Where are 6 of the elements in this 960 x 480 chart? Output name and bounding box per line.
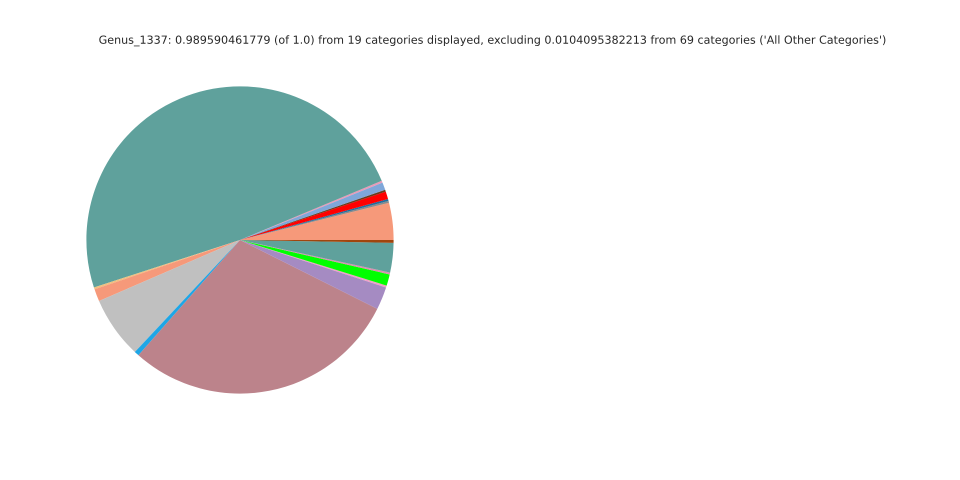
text: Genus_1337: 0.989590461779 (of 1.0) from 19 categories displayed, excluding 0.0104095382213 from 69 categories ('All Other Categories') xyxy=(99,35,886,46)
pie-slice xyxy=(94,240,240,290)
pie-slice xyxy=(99,240,240,352)
pie-slice xyxy=(94,240,240,301)
pie-slice xyxy=(138,240,378,394)
pie-slice xyxy=(240,240,386,309)
